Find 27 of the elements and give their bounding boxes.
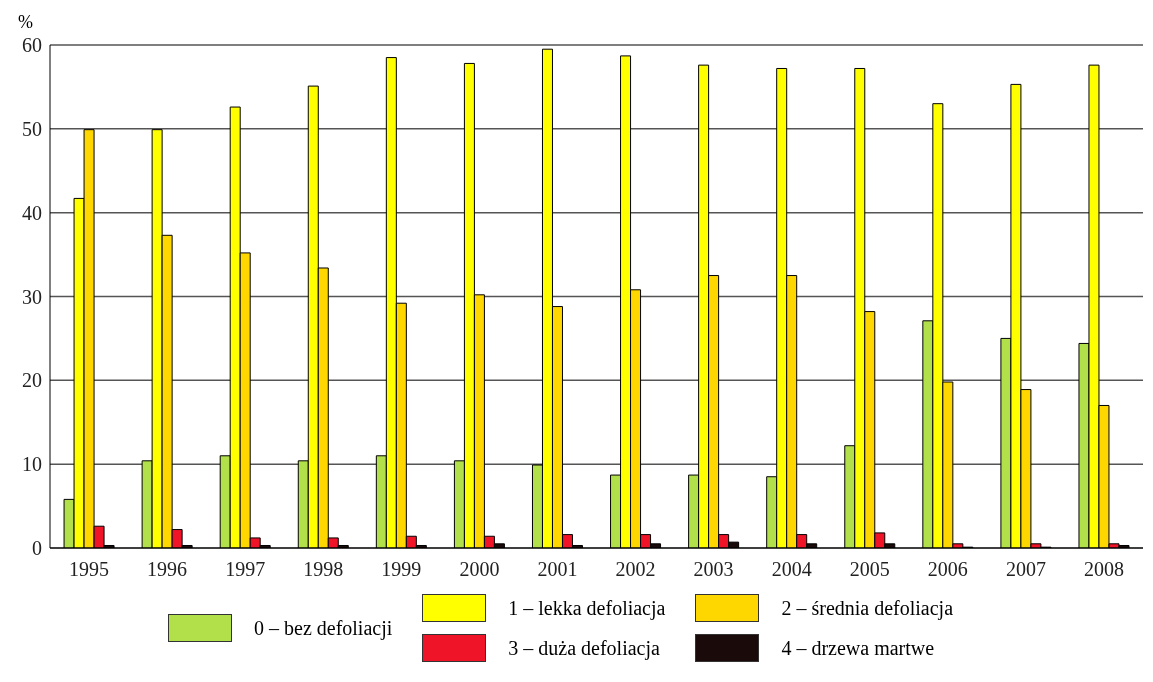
y-tick-label: 40: [22, 201, 42, 224]
x-tick-label: 2007: [1005, 558, 1046, 581]
x-tick-label: 2001: [537, 558, 578, 581]
x-tick-label: 2003: [693, 558, 734, 581]
y-tick-label: 0: [32, 537, 42, 560]
x-tick-label: 2004: [771, 558, 812, 581]
y-tick-label: 30: [22, 285, 42, 308]
x-tick-label: 1996: [147, 558, 188, 581]
x-tick-label: 2008: [1083, 558, 1124, 581]
legend-label: 4 – drzewa martwe: [781, 636, 935, 660]
y-tick-label: 60: [22, 34, 42, 57]
legend-label: 0 – bez defoliacji: [254, 616, 393, 640]
x-tick-label: 2000: [459, 558, 500, 581]
x-tick-label: 2006: [927, 558, 968, 581]
x-tick-label: 1999: [381, 558, 422, 581]
x-tick-label: 2005: [849, 558, 890, 581]
x-tick-label: 1995: [69, 558, 110, 581]
legend-label: 1 – lekka defoliacja: [508, 596, 666, 620]
legend-label: 2 – średnia defoliacja: [781, 596, 954, 620]
y-tick-label: 50: [22, 117, 42, 140]
y-axis-title: %: [18, 12, 33, 33]
x-tick-label: 1997: [225, 558, 266, 581]
x-tick-label: 1998: [303, 558, 344, 581]
legend-label: 3 – duża defoliacja: [508, 636, 660, 660]
x-tick-label: 2002: [615, 558, 656, 581]
y-tick-label: 10: [22, 453, 42, 476]
y-tick-label: 20: [22, 369, 42, 392]
